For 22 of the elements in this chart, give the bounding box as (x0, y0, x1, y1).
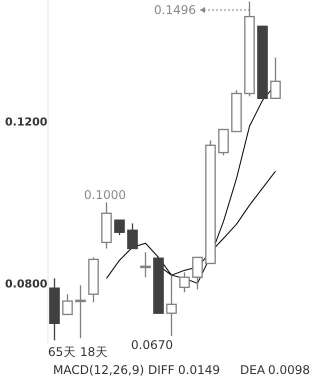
text: 0.0149 (178, 363, 220, 377)
candlestick (270, 56, 281, 99)
candlestick (192, 256, 203, 290)
y-tick-label: 0.0800 (5, 277, 48, 290)
text: MACD(12,26,9) (53, 363, 144, 377)
candlestick (75, 284, 86, 339)
candlestick (166, 274, 177, 337)
text: 65天 (48, 345, 76, 359)
text: 18天 (80, 345, 108, 359)
annotation: 0.1496 (154, 3, 196, 17)
candlestick (179, 272, 190, 293)
annotation: 0.1000 (84, 188, 126, 202)
candlestick (114, 220, 125, 236)
candlestick (218, 128, 229, 156)
text: DIFF (148, 363, 175, 377)
candlestick (62, 294, 73, 316)
annotation: 0.0670 (131, 338, 173, 352)
y-tick-label: 0.1200 (5, 115, 48, 128)
candlestick (127, 222, 138, 250)
text: 0.0098 (268, 363, 310, 377)
text: DEA (240, 363, 266, 377)
candlestick (140, 251, 151, 278)
